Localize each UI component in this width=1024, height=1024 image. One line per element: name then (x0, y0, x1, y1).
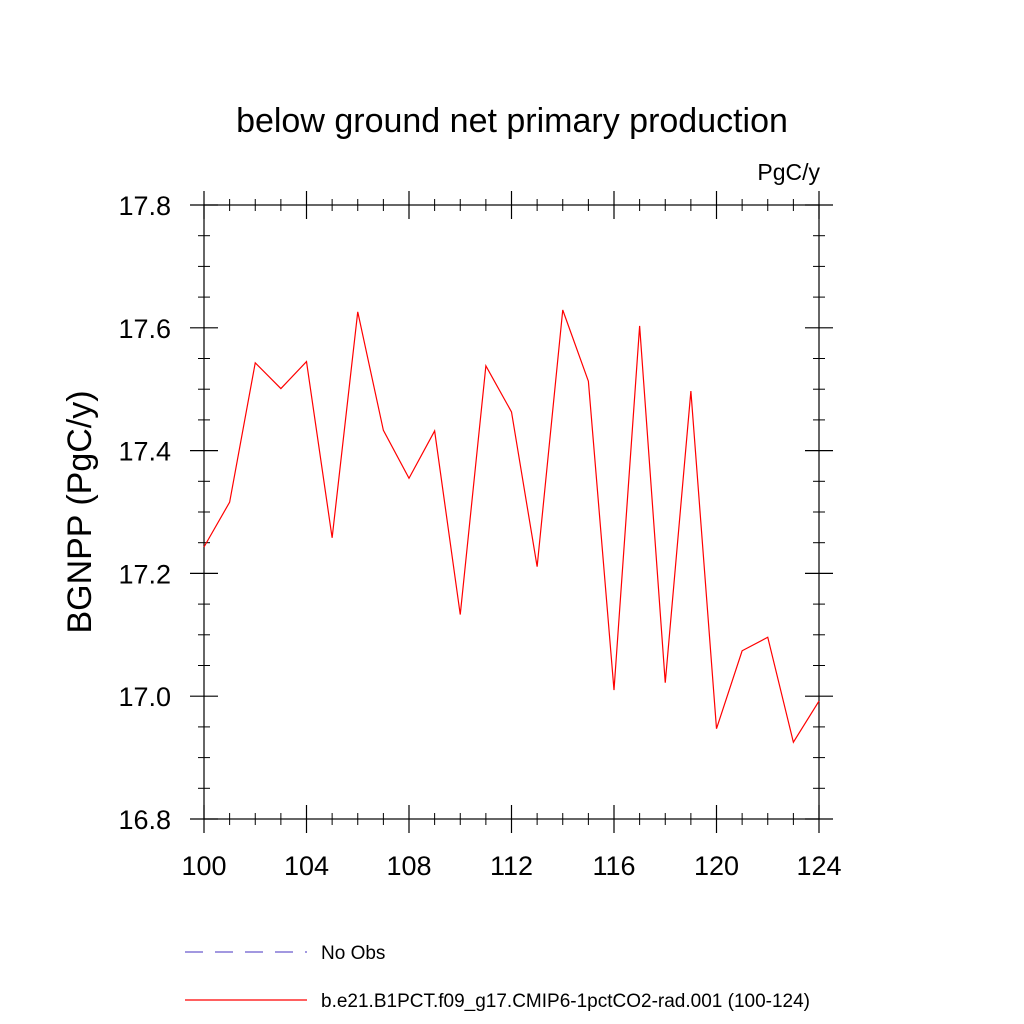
tick-labels: 100 104 108 112 116 120 124 16.8 17.0 17.2 17.4 17.… (118, 191, 841, 881)
legend-entry: b.e21.B1PCT.f09_g17.CMIP6-1pctCO2-rad.00… (185, 991, 810, 1012)
legend: No Obs b.e21.B1PCT.f09_g17.CMIP6-1pctCO2-… (185, 943, 810, 1012)
series-line (203, 309, 820, 744)
y-tick-label: 17.4 (118, 437, 171, 467)
y-tick-label: 17.8 (118, 191, 171, 221)
chart-title: below ground net primary production (236, 102, 788, 140)
x-tick-label: 120 (694, 851, 739, 881)
x-tick-label: 116 (592, 851, 635, 881)
y-axis-label: BGNPP (PgC/y) (61, 390, 99, 633)
x-tick-label: 100 (181, 851, 226, 881)
x-tick-label: 112 (490, 851, 533, 881)
plot-frame (203, 204, 820, 820)
series-layer (203, 309, 820, 744)
units-label: PgC/y (757, 159, 820, 185)
y-tick-label: 16.8 (118, 805, 171, 835)
major-ticks (190, 191, 833, 833)
legend-label: No Obs (321, 943, 385, 964)
plot-area (203, 204, 820, 820)
x-tick-label: 108 (386, 851, 431, 881)
x-tick-label: 124 (796, 851, 841, 881)
minor-ticks (198, 199, 825, 825)
legend-entry: No Obs (185, 943, 385, 964)
y-tick-label: 17.2 (118, 559, 171, 589)
y-tick-label: 17.6 (118, 314, 171, 344)
legend-label: b.e21.B1PCT.f09_g17.CMIP6-1pctCO2-rad.00… (321, 991, 810, 1012)
x-tick-label: 104 (284, 851, 329, 881)
y-tick-label: 17.0 (118, 682, 171, 712)
